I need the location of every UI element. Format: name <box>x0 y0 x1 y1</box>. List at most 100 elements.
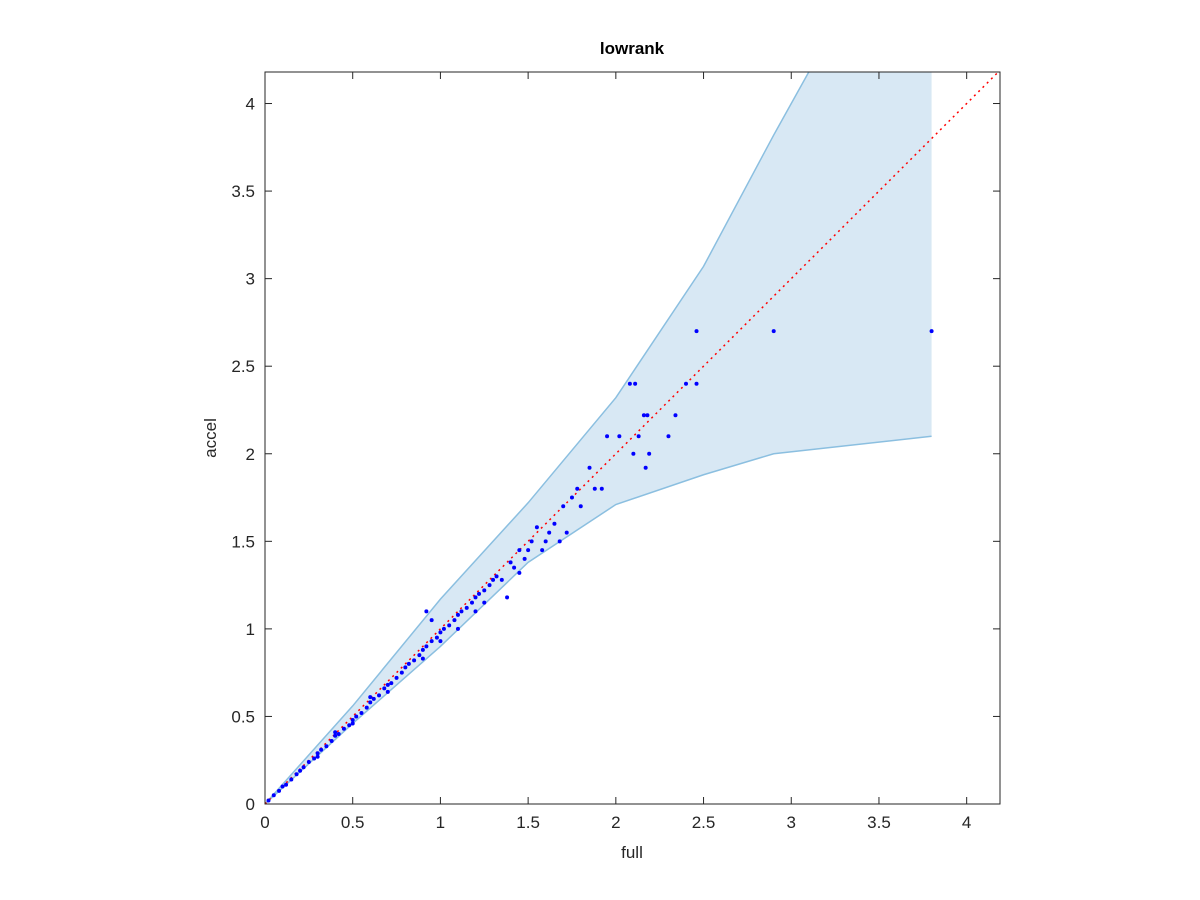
point <box>464 605 469 610</box>
point <box>429 639 434 644</box>
point <box>564 530 569 535</box>
point <box>324 744 329 749</box>
point <box>354 714 359 719</box>
plot-area <box>265 72 1000 804</box>
point <box>455 612 460 617</box>
point <box>441 626 446 631</box>
point <box>469 600 474 605</box>
point <box>633 381 638 386</box>
point <box>364 705 369 710</box>
point <box>277 788 282 793</box>
x-tick-label: 3.5 <box>867 813 891 832</box>
point <box>557 539 562 544</box>
x-tick-label: 0 <box>260 813 269 832</box>
point <box>645 413 650 418</box>
x-tick-label: 2.5 <box>692 813 716 832</box>
point <box>301 765 306 770</box>
point <box>482 588 487 593</box>
y-tick-label: 4 <box>246 95 255 114</box>
point <box>434 635 439 640</box>
point <box>336 731 341 736</box>
band-upper-edge <box>265 72 810 804</box>
point <box>368 695 373 700</box>
point <box>377 693 382 698</box>
point <box>487 583 492 588</box>
chart-title: lowrank <box>600 39 665 58</box>
point <box>359 710 364 715</box>
y-tick-label: 1 <box>246 620 255 639</box>
x-axis-label: full <box>621 843 643 862</box>
point <box>666 434 671 439</box>
point <box>529 539 534 544</box>
point <box>494 574 499 579</box>
point <box>459 609 464 614</box>
point <box>294 772 299 777</box>
y-tick-label: 2 <box>246 445 255 464</box>
point <box>517 570 522 575</box>
point <box>333 733 338 738</box>
y-tick-label: 1.5 <box>231 532 255 551</box>
x-tick-label: 1 <box>436 813 445 832</box>
point <box>499 577 504 582</box>
point <box>684 381 689 386</box>
point <box>491 577 496 582</box>
point <box>643 465 648 470</box>
point <box>508 560 513 565</box>
point <box>417 653 422 658</box>
point <box>389 681 394 686</box>
point <box>394 675 399 680</box>
x-tick-label: 2 <box>611 813 620 832</box>
point <box>333 730 338 735</box>
point <box>452 618 457 623</box>
point <box>406 661 411 666</box>
point <box>694 381 699 386</box>
point <box>385 689 390 694</box>
point <box>473 595 478 600</box>
point <box>552 521 557 526</box>
x-tick-label: 3 <box>787 813 796 832</box>
y-tick-label: 3.5 <box>231 182 255 201</box>
point <box>341 726 346 731</box>
point <box>522 556 527 561</box>
point <box>627 381 632 386</box>
point <box>315 754 320 759</box>
point <box>403 665 408 670</box>
point <box>289 777 294 782</box>
point <box>412 658 417 663</box>
point <box>599 486 604 491</box>
y-tick-label: 0.5 <box>231 707 255 726</box>
y-axis-label: accel <box>201 418 220 458</box>
point <box>399 670 404 675</box>
axes: 0 0.5 1 1.5 2 2.5 3 3.5 4 0 0.5 1 1.5 2 2.5 3 3.5 4 <box>231 71 1001 832</box>
point <box>512 565 517 570</box>
y-tick-label: 2.5 <box>231 357 255 376</box>
point <box>298 768 303 773</box>
point <box>561 504 566 509</box>
point <box>578 504 583 509</box>
point <box>673 413 678 418</box>
point <box>547 530 552 535</box>
point <box>473 609 478 614</box>
point <box>329 738 334 743</box>
point <box>540 548 545 553</box>
point <box>424 609 429 614</box>
point <box>315 751 320 756</box>
point <box>350 721 355 726</box>
point <box>319 747 324 752</box>
reference-line <box>265 72 1000 804</box>
point <box>605 434 610 439</box>
y-tick-label: 3 <box>246 270 255 289</box>
point <box>587 465 592 470</box>
point <box>631 451 636 456</box>
point <box>617 434 622 439</box>
point <box>636 434 641 439</box>
x-tick-label: 4 <box>962 813 971 832</box>
point <box>569 495 574 500</box>
point <box>517 548 522 553</box>
point <box>455 626 460 631</box>
point <box>438 630 443 635</box>
point <box>280 784 285 789</box>
point <box>420 647 425 652</box>
